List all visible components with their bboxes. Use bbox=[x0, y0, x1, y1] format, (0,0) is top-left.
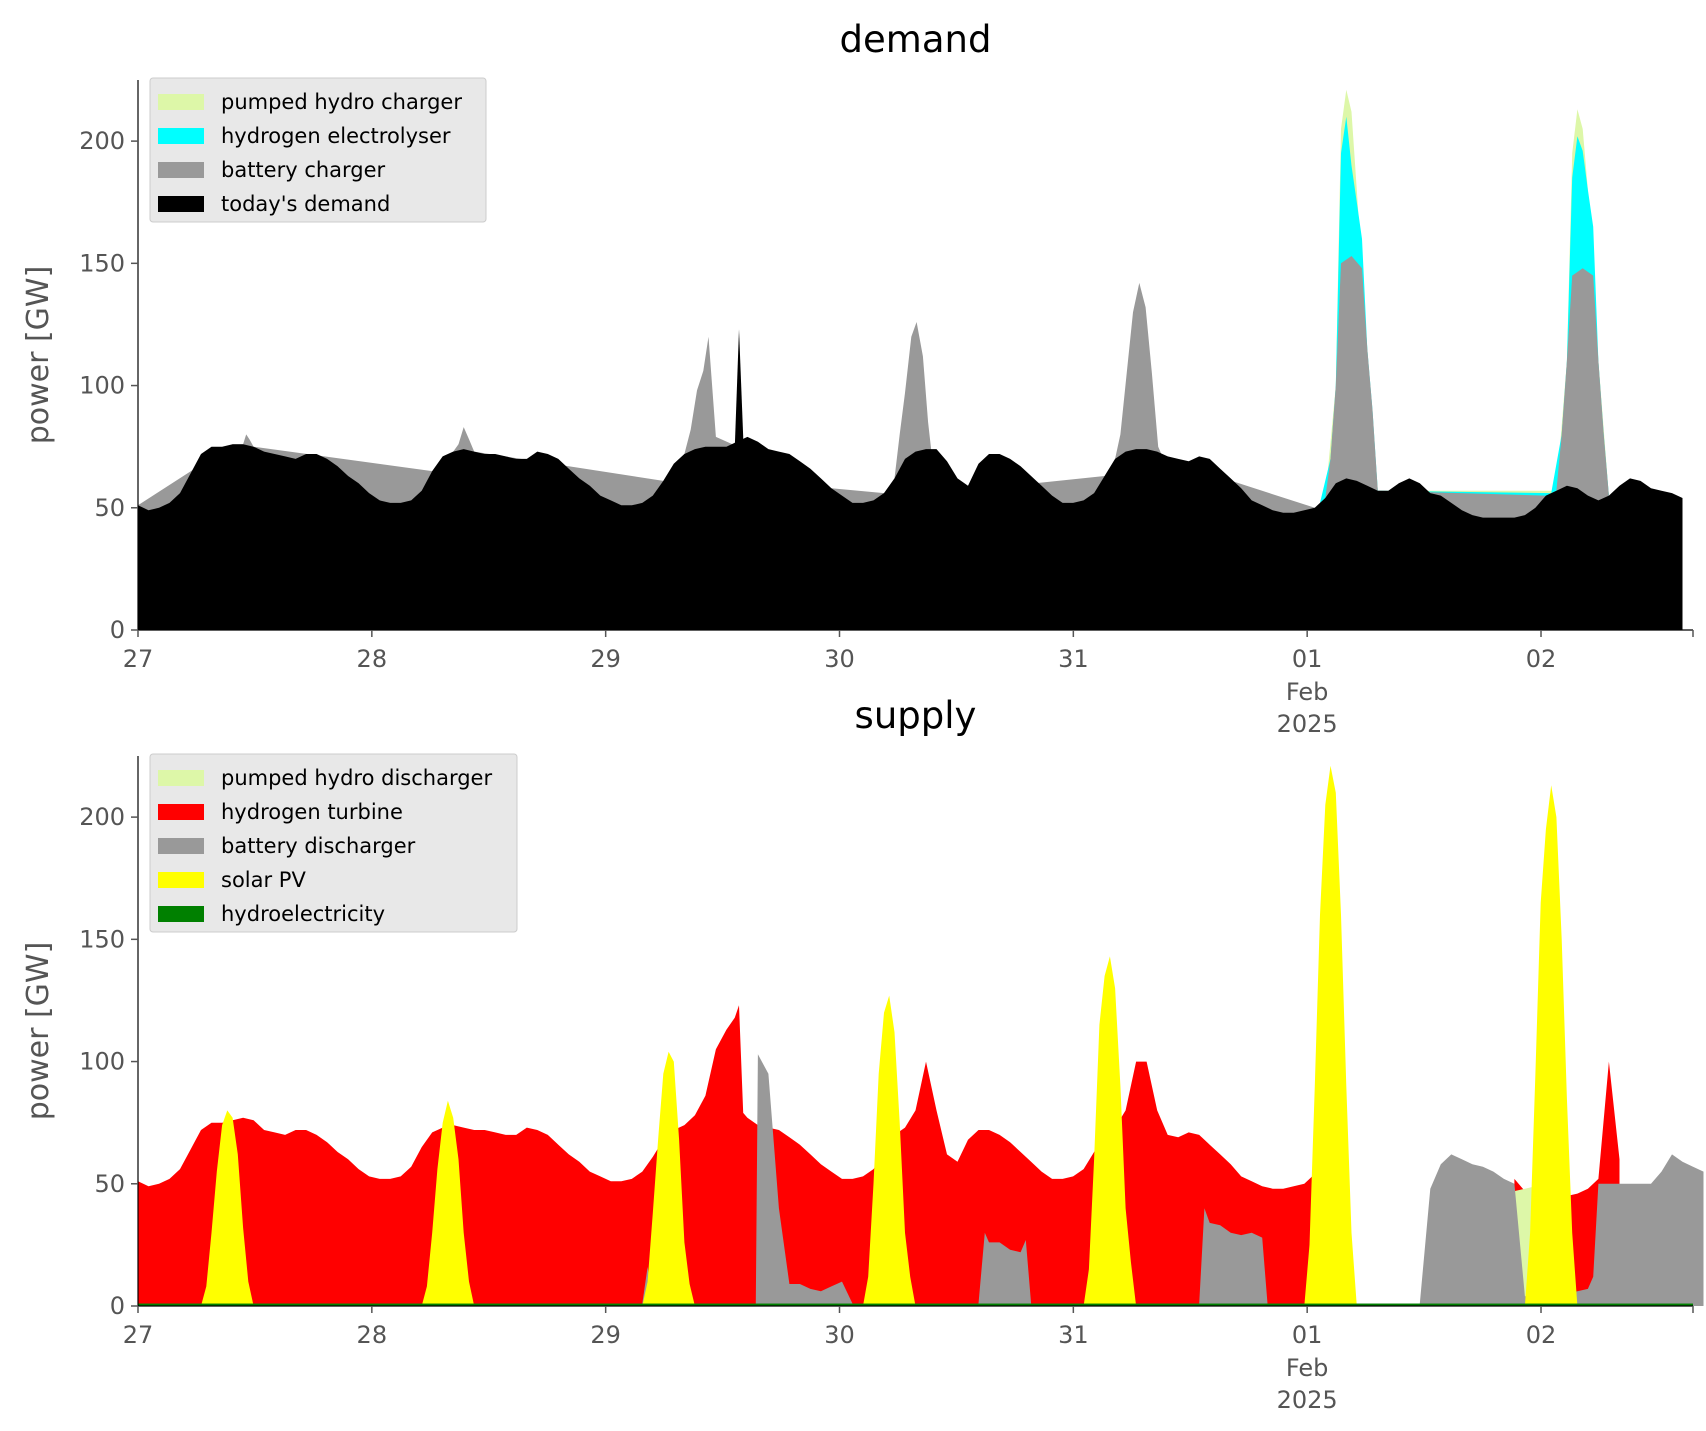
y-axis-label: power [GW] bbox=[21, 942, 56, 1121]
x-tick-sublabel: Feb bbox=[1286, 1354, 1329, 1382]
x-tick-label: 01 bbox=[1292, 645, 1323, 673]
x-tick-label: 01 bbox=[1292, 1321, 1323, 1349]
legend-swatch bbox=[158, 770, 204, 786]
x-tick-label: 29 bbox=[590, 1321, 621, 1349]
y-tick-label: 50 bbox=[94, 494, 125, 522]
legend-entry: solar PV bbox=[221, 868, 306, 892]
legend-swatch bbox=[158, 804, 204, 820]
series-hydroelectricity bbox=[138, 1303, 1693, 1306]
x-tick-sublabel: Feb bbox=[1286, 678, 1329, 706]
x-tick-label: 28 bbox=[357, 645, 388, 673]
legend-box bbox=[149, 753, 518, 933]
legend-swatch bbox=[158, 872, 204, 888]
legend-swatch bbox=[158, 128, 204, 144]
y-tick-label: 50 bbox=[94, 1170, 125, 1198]
legend-entry: battery charger bbox=[221, 158, 386, 182]
x-tick-label: 27 bbox=[123, 645, 154, 673]
y-tick-label: 200 bbox=[79, 803, 125, 831]
supply-panel: supply power [GW] 0 50 100 150 200 27 28 29 30 31 01… bbox=[21, 694, 1704, 1414]
x-tick-label: 30 bbox=[824, 1321, 855, 1349]
series-todays-demand bbox=[138, 436, 1683, 630]
x-tick-label: 28 bbox=[357, 1321, 388, 1349]
y-tick-label: 100 bbox=[79, 372, 125, 400]
x-tick-label: 27 bbox=[123, 1321, 154, 1349]
legend-entry: today's demand bbox=[221, 192, 390, 216]
x-tick-sublabel: 2025 bbox=[1277, 710, 1338, 738]
legend-entry: hydrogen electrolyser bbox=[221, 124, 451, 148]
y-tick-label: 100 bbox=[79, 1048, 125, 1076]
x-tick-sublabel: 2025 bbox=[1277, 1386, 1338, 1414]
series-hydrogen-turbine bbox=[138, 1005, 1341, 1306]
supply-areas bbox=[138, 765, 1704, 1306]
x-tick-label: 29 bbox=[590, 645, 621, 673]
y-tick-label: 150 bbox=[79, 249, 125, 277]
legend-box bbox=[149, 77, 487, 223]
legend-entry: pumped hydro discharger bbox=[221, 766, 492, 790]
x-tick-label: 02 bbox=[1526, 1321, 1557, 1349]
x-tick-label: 31 bbox=[1058, 645, 1089, 673]
legend-entry: battery discharger bbox=[221, 834, 416, 858]
y-tick-label: 200 bbox=[79, 127, 125, 155]
legend-swatch bbox=[158, 906, 204, 922]
chart-title: demand bbox=[840, 18, 992, 61]
demand-panel: demand power [GW] 0 50 100 150 200 27 28 29 30 31 01… bbox=[21, 18, 1694, 738]
legend-swatch bbox=[158, 838, 204, 854]
demand-areas bbox=[138, 89, 1683, 631]
y-axis-label: power [GW] bbox=[21, 266, 56, 445]
chart-title: supply bbox=[855, 694, 977, 737]
x-tick-label: 31 bbox=[1058, 1321, 1089, 1349]
x-tick-label: 02 bbox=[1526, 645, 1557, 673]
series-solar-pv bbox=[201, 765, 1578, 1306]
legend-entry: pumped hydro charger bbox=[221, 90, 462, 114]
legend-entry: hydrogen turbine bbox=[221, 800, 403, 824]
legend-swatch bbox=[158, 94, 204, 110]
x-tick-label: 30 bbox=[824, 645, 855, 673]
legend-swatch bbox=[158, 196, 204, 212]
legend-swatch bbox=[158, 162, 204, 178]
series-todays-demand-spike bbox=[734, 329, 744, 630]
y-tick-label: 0 bbox=[110, 1292, 125, 1320]
y-tick-label: 0 bbox=[110, 616, 125, 644]
y-tick-label: 150 bbox=[79, 925, 125, 953]
legend-entry: hydroelectricity bbox=[221, 902, 385, 926]
